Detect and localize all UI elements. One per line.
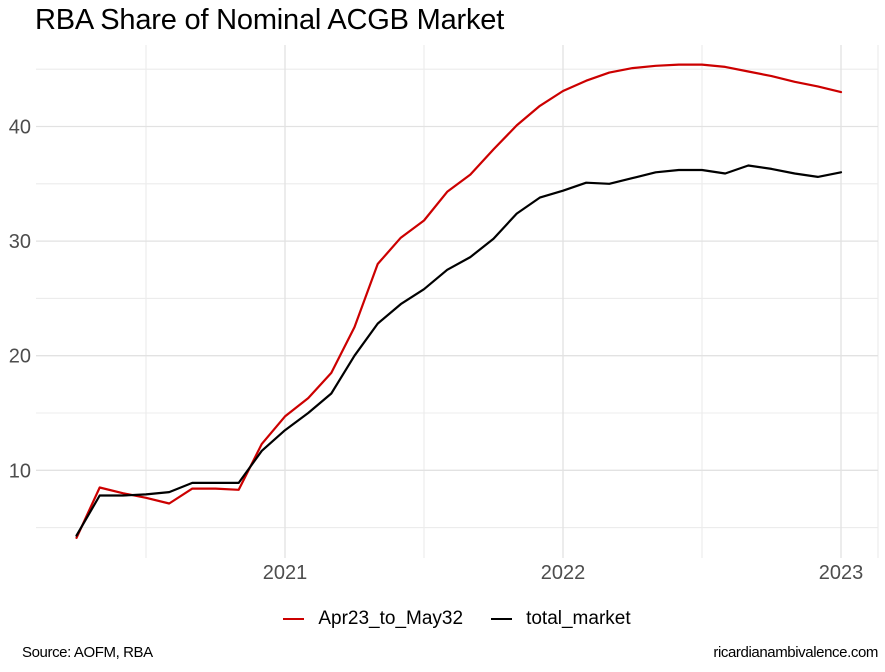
y-axis-tick-label: 40 (9, 117, 31, 139)
x-axis-tick-label: 2022 (541, 562, 586, 584)
series-line-total-market (75, 164, 843, 537)
legend-item-total-market: total_market (491, 608, 631, 630)
series-line-apr23-to-may32 (75, 63, 843, 540)
y-axis-tick-label: 30 (9, 231, 31, 253)
chart-title: RBA Share of Nominal ACGB Market (35, 4, 505, 36)
legend-label: total_market (526, 608, 631, 629)
y-axis-tick-label: 20 (9, 346, 31, 368)
legend-label: Apr23_to_May32 (318, 608, 464, 629)
x-axis-tick-label: 2021 (263, 562, 308, 584)
legend-line-swatch-red (283, 618, 305, 620)
legend: Apr23_to_May32 total_market (36, 606, 878, 632)
legend-item-apr23-to-may32: Apr23_to_May32 (283, 608, 463, 630)
footer-source-caption: Source: AOFM, RBA (22, 644, 153, 661)
y-axis-tick-label: 10 (9, 460, 31, 482)
legend-line-swatch-black (491, 618, 513, 620)
footer-site-caption: ricardianambivalence.com (713, 644, 878, 661)
x-axis-tick-label: 2023 (819, 562, 864, 584)
plot-area: 10 20 30 40 2021 2022 2023 (9, 45, 879, 584)
